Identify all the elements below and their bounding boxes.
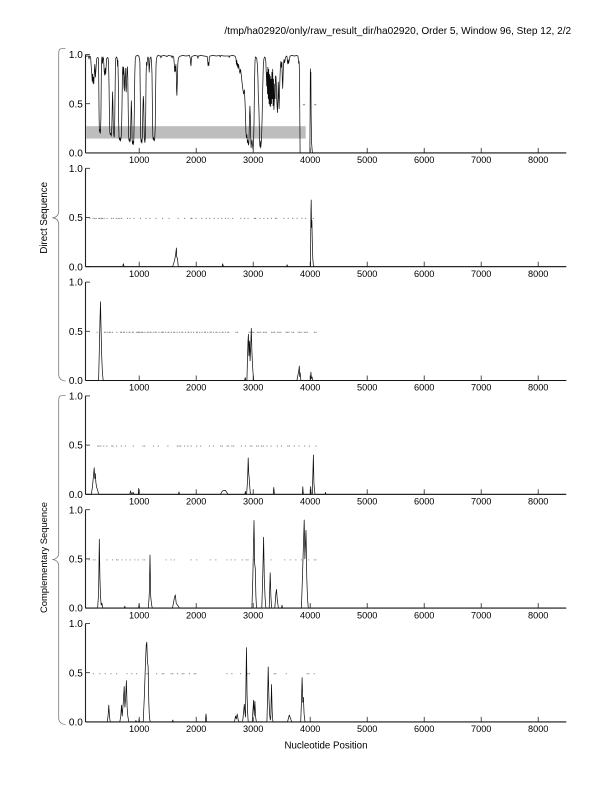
svg-text:2000: 2000 [186,269,206,279]
svg-text:7000: 7000 [471,269,491,279]
svg-text:3000: 3000 [243,155,263,165]
svg-text:2000: 2000 [186,724,206,734]
svg-text:3000: 3000 [243,383,263,393]
svg-text:1000: 1000 [129,724,149,734]
svg-text:5000: 5000 [357,269,377,279]
svg-text:4000: 4000 [300,724,320,734]
svg-text:Direct Sequence: Direct Sequence [39,182,50,254]
svg-text:8000: 8000 [528,497,548,507]
svg-text:5000: 5000 [357,724,377,734]
svg-text:4000: 4000 [300,155,320,165]
svg-text:3000: 3000 [243,724,263,734]
svg-text:1.0: 1.0 [69,619,83,630]
svg-text:0.0: 0.0 [69,490,83,501]
svg-text:7000: 7000 [471,497,491,507]
svg-text:6000: 6000 [414,269,434,279]
svg-text:1.0: 1.0 [69,392,83,403]
svg-text:8000: 8000 [528,155,548,165]
svg-text:0.0: 0.0 [69,604,83,615]
svg-text:2000: 2000 [186,383,206,393]
svg-text:7000: 7000 [471,610,491,620]
svg-text:4000: 4000 [300,383,320,393]
svg-text:7000: 7000 [471,155,491,165]
svg-text:0.0: 0.0 [69,262,83,273]
svg-text:1.0: 1.0 [69,164,83,175]
svg-text:4000: 4000 [300,269,320,279]
svg-text:3000: 3000 [243,497,263,507]
svg-text:8000: 8000 [528,610,548,620]
svg-text:7000: 7000 [471,383,491,393]
svg-text:3000: 3000 [243,269,263,279]
svg-text:1000: 1000 [129,269,149,279]
svg-text:0.0: 0.0 [69,376,83,387]
svg-text:6000: 6000 [414,497,434,507]
svg-text:5000: 5000 [357,497,377,507]
svg-text:4000: 4000 [300,610,320,620]
svg-text:1.0: 1.0 [69,278,83,289]
svg-text:2000: 2000 [186,497,206,507]
svg-text:0.5: 0.5 [69,441,83,452]
svg-text:7000: 7000 [471,724,491,734]
svg-text:6000: 6000 [414,155,434,165]
svg-text:0.0: 0.0 [69,149,83,160]
svg-text:2000: 2000 [186,155,206,165]
svg-text:1000: 1000 [129,155,149,165]
svg-text:1.0: 1.0 [69,50,83,61]
svg-text:0.5: 0.5 [69,99,83,110]
svg-text:1000: 1000 [129,497,149,507]
svg-text:0.5: 0.5 [69,213,83,224]
svg-text:6000: 6000 [414,610,434,620]
svg-text:2000: 2000 [186,610,206,620]
svg-text:0.5: 0.5 [69,327,83,338]
svg-text:Nucleotide Position: Nucleotide Position [285,741,368,752]
svg-text:4000: 4000 [300,497,320,507]
svg-text:0.5: 0.5 [69,668,83,679]
svg-text:5000: 5000 [357,610,377,620]
svg-text:6000: 6000 [414,724,434,734]
svg-text:1.0: 1.0 [69,505,83,516]
svg-text:8000: 8000 [528,269,548,279]
svg-text:0.0: 0.0 [69,718,83,729]
svg-text:8000: 8000 [528,724,548,734]
svg-text:5000: 5000 [357,383,377,393]
svg-text:3000: 3000 [243,610,263,620]
svg-text:/tmp/ha02920/only/raw_result_d: /tmp/ha02920/only/raw_result_dir/ha02920… [224,26,571,37]
svg-text:1000: 1000 [129,383,149,393]
svg-text:5000: 5000 [357,155,377,165]
svg-text:Complementary Sequence: Complementary Sequence [38,502,49,613]
svg-text:8000: 8000 [528,383,548,393]
svg-text:1000: 1000 [129,610,149,620]
svg-text:0.5: 0.5 [69,555,83,566]
svg-text:6000: 6000 [414,383,434,393]
